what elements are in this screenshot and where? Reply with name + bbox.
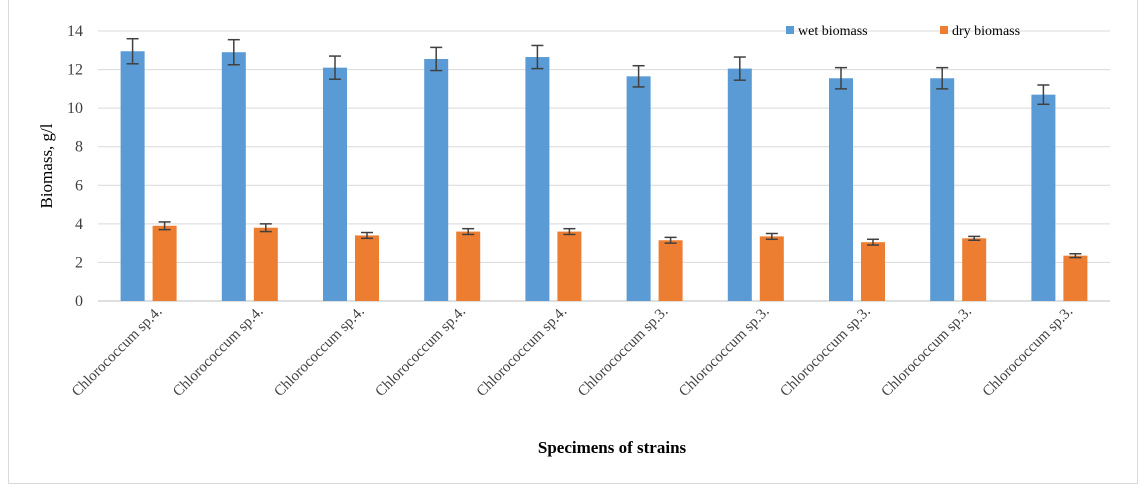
y-tick-label: 6 — [75, 177, 83, 194]
y-tick-label: 0 — [75, 293, 83, 310]
error-bars — [126, 37, 1082, 259]
bar-dry-biomass — [557, 231, 582, 301]
bar-wet-biomass — [727, 68, 752, 301]
bar-wet-biomass — [626, 76, 651, 301]
bar-wet-biomass — [221, 52, 246, 301]
bar-wet-biomass — [323, 67, 347, 302]
bar-wet-biomass — [120, 51, 145, 301]
x-tick-label: Chlorococcum sp.4. — [373, 304, 469, 400]
bar-dry-biomass — [253, 227, 278, 301]
legend-label-wet-biomass: wet biomass — [798, 24, 868, 39]
x-tick-labels: Chlorococcum sp.4. Chlorococcum sp.4. Chlo… — [69, 304, 1076, 400]
x-tick-label: Chlorococcum sp.3. — [879, 304, 975, 400]
y-tick-label: 10 — [67, 100, 83, 117]
chart-frame — [8, 0, 1138, 484]
bar-dry-biomass — [1063, 255, 1088, 301]
bar-wet-biomass — [424, 58, 449, 301]
x-tick-label: Chlorococcum sp.4. — [271, 304, 367, 400]
bar-wet-biomass — [1031, 94, 1056, 302]
y-tick-label: 4 — [75, 216, 83, 233]
x-tick-label: Chlorococcum sp.3. — [980, 304, 1076, 400]
bar-wet-biomass — [829, 78, 853, 301]
bar-dry-biomass — [861, 242, 885, 301]
x-tick-label: Chlorococcum sp.3. — [676, 304, 772, 400]
legend: wet biomass dry biomass — [786, 24, 1020, 39]
y-tick-label: 2 — [75, 254, 83, 271]
y-tick-label: 14 — [67, 23, 83, 40]
y-axis-title: Biomass, g/l — [37, 123, 56, 208]
bars — [120, 51, 1088, 302]
gridlines — [98, 30, 1110, 302]
bar-dry-biomass — [152, 225, 177, 301]
x-tick-label: Chlorococcum sp.4. — [474, 304, 570, 400]
legend-swatch-dry-biomass — [940, 26, 948, 34]
x-axis-title: Specimens of strains — [538, 438, 687, 457]
bar-dry-biomass — [456, 231, 481, 301]
bar-wet-biomass — [930, 78, 955, 301]
y-tick-labels: 0 2 4 6 8 10 12 14 — [67, 23, 83, 310]
bar-dry-biomass — [759, 236, 784, 301]
bar-dry-biomass — [355, 235, 379, 301]
bar-dry-biomass — [962, 238, 987, 301]
x-tick-label: Chlorococcum sp.3. — [575, 304, 671, 400]
y-tick-label: 8 — [75, 139, 83, 156]
x-tick-label: Chlorococcum sp.3. — [777, 304, 873, 400]
x-tick-label: Chlorococcum sp.4. — [69, 304, 165, 400]
bar-dry-biomass — [658, 240, 683, 301]
x-tick-label: Chlorococcum sp.4. — [170, 304, 266, 400]
y-tick-label: 12 — [67, 62, 83, 79]
bar-wet-biomass — [525, 57, 550, 302]
legend-swatch-wet-biomass — [786, 26, 794, 34]
legend-label-dry-biomass: dry biomass — [952, 24, 1020, 39]
